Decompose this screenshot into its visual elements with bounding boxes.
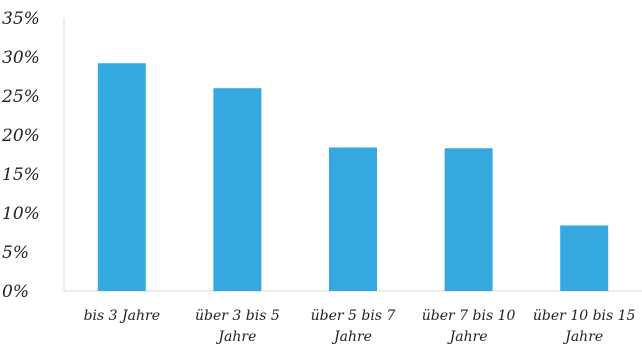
x-category-label: über 5 bis 7 Jahre (311, 308, 396, 345)
bar (213, 88, 262, 291)
bar (97, 63, 146, 291)
y-axis-ticks: 0% 5% 10% 15% 20% 25% 30% 35% (1, 9, 40, 302)
bar (444, 148, 493, 291)
y-tick-label: 25% (1, 87, 40, 107)
bar (329, 147, 377, 291)
y-tick-label: 15% (2, 165, 40, 185)
y-tick-label: 30% (2, 48, 40, 68)
y-tick-label: 20% (1, 126, 40, 146)
x-category-label: bis 3 Jahre (84, 308, 160, 324)
y-tick-label: 10% (2, 204, 40, 224)
y-tick-label: 5% (2, 243, 29, 263)
y-tick-label: 35% (2, 9, 40, 29)
x-category-label: über 7 bis 10 Jahre (422, 308, 516, 345)
x-category-label: über 10 bis 15 Jahre (533, 308, 636, 345)
x-axis-labels: bis 3 Jahre über 3 bis 5 Jahre über 5 bis 7… (84, 308, 636, 345)
bars (97, 63, 609, 291)
bar (560, 225, 609, 291)
y-tick-label: 0% (2, 282, 29, 302)
x-category-label: über 3 bis 5 Jahre (195, 308, 280, 345)
